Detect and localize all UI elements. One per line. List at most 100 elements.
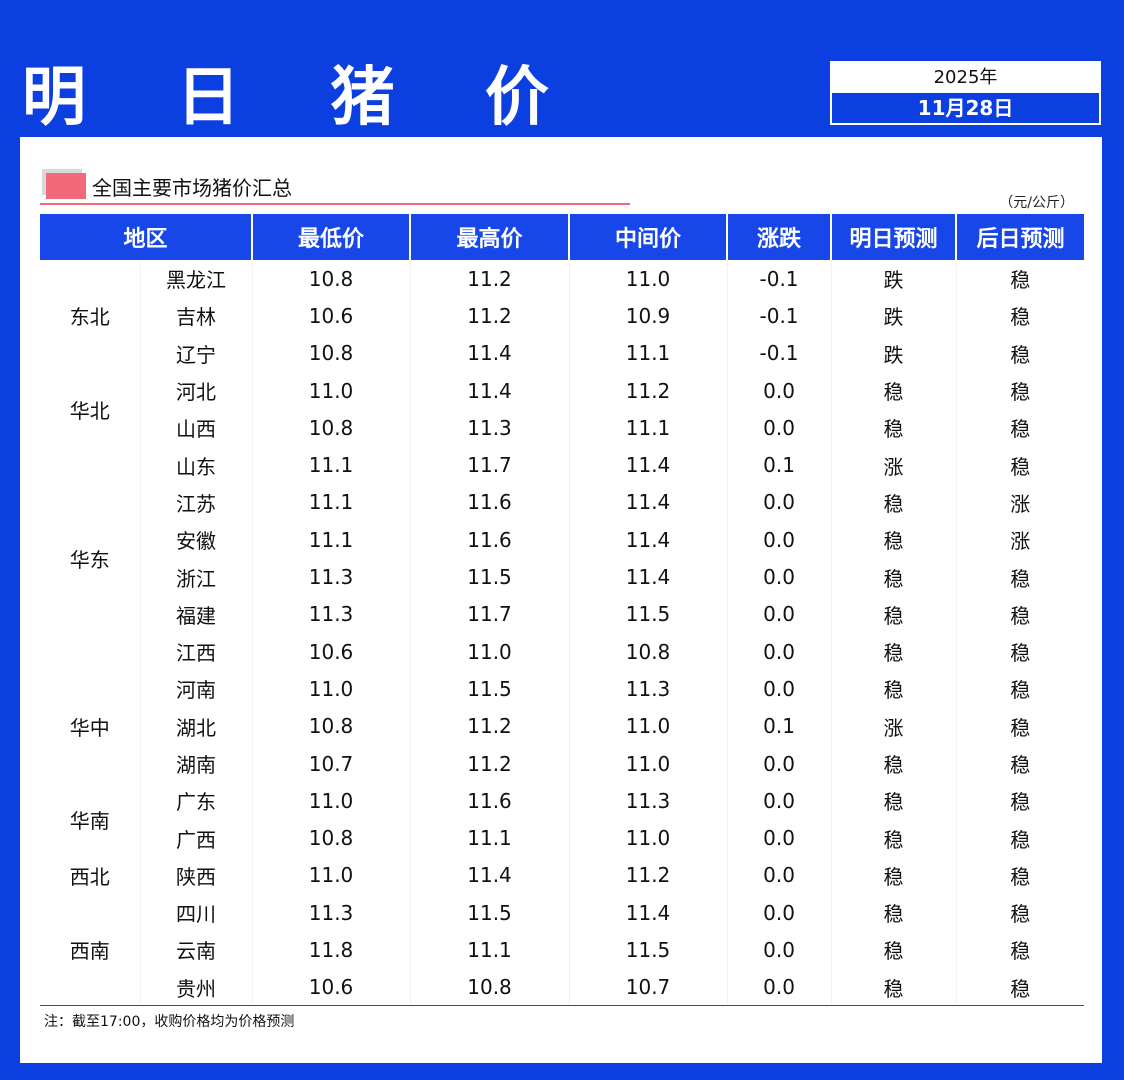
change-cell: 0.0: [727, 558, 832, 596]
date-year: 2025年: [832, 63, 1099, 93]
table-row: 安徽 11.1 11.6 11.4 0.0 稳 涨: [40, 521, 1084, 559]
unit-label: （元/公斤）: [999, 195, 1074, 211]
table-body: 东北 黑龙江 10.8 11.2 11.0 -0.1 跌稳吉林 10.6 11.2 10.9 -0.…: [40, 260, 1084, 1006]
low-price-cell: 10.6: [252, 968, 411, 1006]
tomorrow-forecast-cell: 跌: [831, 334, 957, 372]
column-header: 涨跌: [727, 214, 833, 260]
dayafter-forecast-cell: 稳: [1010, 678, 1031, 703]
high-price-cell: 11.5: [410, 894, 570, 932]
change-cell: 0.0: [727, 819, 832, 857]
high-price-cell: 11.1: [410, 819, 570, 857]
mid-price-cell: 11.2: [569, 371, 728, 410]
mid-price-cell: 11.0: [569, 707, 728, 745]
high-price-cell: 10.8: [410, 968, 570, 1006]
dayafter-forecast-cell: 稳: [1010, 417, 1031, 442]
mid-price-cell: 11.2: [569, 856, 728, 895]
region-cell: 西北: [40, 856, 141, 895]
province-cell: 安徽: [140, 521, 253, 559]
mid-price-cell: 11.5: [569, 931, 728, 969]
table-row: 西南 四川 11.3 11.5 11.4 0.0 稳稳: [40, 894, 1084, 1006]
table-row: 湖北 10.8 11.2 11.0 0.1 涨 稳: [40, 707, 1084, 745]
dayafter-forecast-cell: 涨: [1010, 529, 1031, 554]
tomorrow-forecast-cell: 稳: [831, 856, 957, 895]
section-underline: [40, 203, 630, 205]
change-cell: -0.1: [727, 297, 832, 335]
change-cell: 0.0: [727, 483, 832, 522]
low-price-cell: 10.8: [252, 260, 411, 298]
low-price-cell: 11.0: [252, 856, 411, 895]
province-cell: 浙江: [140, 558, 253, 596]
high-price-cell: 11.2: [410, 297, 570, 335]
mid-price-cell: 11.1: [569, 334, 728, 372]
table-row: 华北 河北 11.0 11.4 11.2 0.0 稳稳: [40, 371, 1084, 447]
high-price-cell: 11.7: [410, 446, 570, 484]
low-price-cell: 11.0: [252, 371, 411, 410]
low-price-cell: 10.8: [252, 334, 411, 372]
low-price-cell: 11.1: [252, 483, 411, 522]
tomorrow-forecast-cell: 稳: [831, 409, 957, 447]
tomorrow-forecast-cell: 稳: [831, 968, 957, 1006]
high-price-cell: 11.2: [410, 260, 570, 298]
mid-price-cell: 11.4: [569, 446, 728, 484]
table-row: 东北 黑龙江 10.8 11.2 11.0 -0.1 跌稳: [40, 260, 1084, 372]
low-price-cell: 11.0: [252, 670, 411, 708]
high-price-cell: 11.0: [410, 632, 570, 671]
mid-price-cell: 11.4: [569, 558, 728, 596]
mid-price-cell: 11.0: [569, 744, 728, 783]
low-price-cell: 11.3: [252, 595, 411, 633]
change-cell: 0.0: [727, 595, 832, 633]
dayafter-forecast-cell: 稳: [1010, 753, 1031, 777]
low-price-cell: 10.7: [252, 744, 411, 783]
table-row: 华东 山东 11.1 11.7 11.4 0.1 涨稳: [40, 446, 1084, 671]
tomorrow-forecast-cell: 稳: [831, 819, 957, 857]
table-row: 西北 陕西 11.0 11.4 11.2 0.0 稳稳: [40, 856, 1084, 895]
region-cell: 西南: [40, 894, 141, 1006]
change-cell: 0.0: [727, 632, 832, 671]
date-day: 11月28日: [917, 96, 1014, 120]
province-cell: 福建: [140, 595, 253, 633]
change-cell: 0.1: [727, 446, 832, 484]
low-price-cell: 10.6: [252, 632, 411, 671]
table-row: 江西 10.6 11.0 10.8 0.0 稳稳: [40, 632, 1084, 671]
province-cell: 湖北: [140, 707, 253, 745]
dayafter-forecast-cell: 稳: [1010, 715, 1031, 740]
change-cell: 0.0: [727, 931, 832, 969]
tomorrow-forecast-cell: 涨: [831, 707, 957, 745]
price-table: 地区 最低价 最高价 中间价 涨跌 明日预测 后日预测 东北 黑龙江 10.8 11.2 11.0-…: [40, 214, 1085, 1006]
dayafter-forecast-cell: 稳: [1010, 268, 1031, 293]
table-row: 湖南 10.7 11.2 11.0 0.0 稳稳: [40, 744, 1084, 783]
column-header: 最高价: [410, 214, 571, 260]
low-price-cell: 11.3: [252, 558, 411, 596]
tomorrow-forecast-cell: 跌: [831, 297, 957, 335]
mid-price-cell: 11.1: [569, 409, 728, 447]
province-cell: 广东: [140, 782, 253, 820]
low-price-cell: 11.8: [252, 931, 411, 969]
change-cell: 0.1: [727, 707, 832, 745]
low-price-cell: 10.8: [252, 707, 411, 745]
mid-price-cell: 11.5: [569, 595, 728, 633]
table-row: 华南 广东 11.0 11.6 11.3 0.0 稳稳: [40, 782, 1084, 857]
tomorrow-forecast-cell: 稳: [831, 670, 957, 708]
low-price-cell: 11.0: [252, 782, 411, 820]
province-cell: 云南: [140, 931, 253, 969]
low-price-cell: 11.1: [252, 521, 411, 559]
tomorrow-forecast-cell: 稳: [831, 782, 957, 820]
table-row: 福建 11.3 11.7 11.5 0.0 稳稳: [40, 595, 1084, 633]
dayafter-forecast-cell: 稳: [1010, 566, 1031, 591]
tomorrow-forecast-cell: 稳: [831, 521, 957, 559]
dayafter-forecast-cell: 稳: [1010, 790, 1031, 815]
table-row: 山西 10.8 11.3 11.1 0.0 稳稳: [40, 409, 1084, 447]
tomorrow-forecast-cell: 涨: [831, 446, 957, 484]
date-box: 2025年 11月28日: [830, 61, 1101, 125]
province-cell: 广西: [140, 819, 253, 857]
low-price-cell: 10.8: [252, 819, 411, 857]
dayafter-forecast-cell: 涨: [1010, 491, 1031, 516]
high-price-cell: 11.2: [410, 744, 570, 783]
change-cell: 0.0: [727, 782, 832, 820]
mid-price-cell: 11.3: [569, 670, 728, 708]
dayafter-forecast-cell: 稳: [1010, 902, 1031, 927]
high-price-cell: 11.5: [410, 670, 570, 708]
column-header: 明日预测: [831, 214, 958, 260]
region-cell: 华南: [40, 782, 141, 857]
dayafter-forecast-cell: 稳: [1010, 641, 1031, 666]
